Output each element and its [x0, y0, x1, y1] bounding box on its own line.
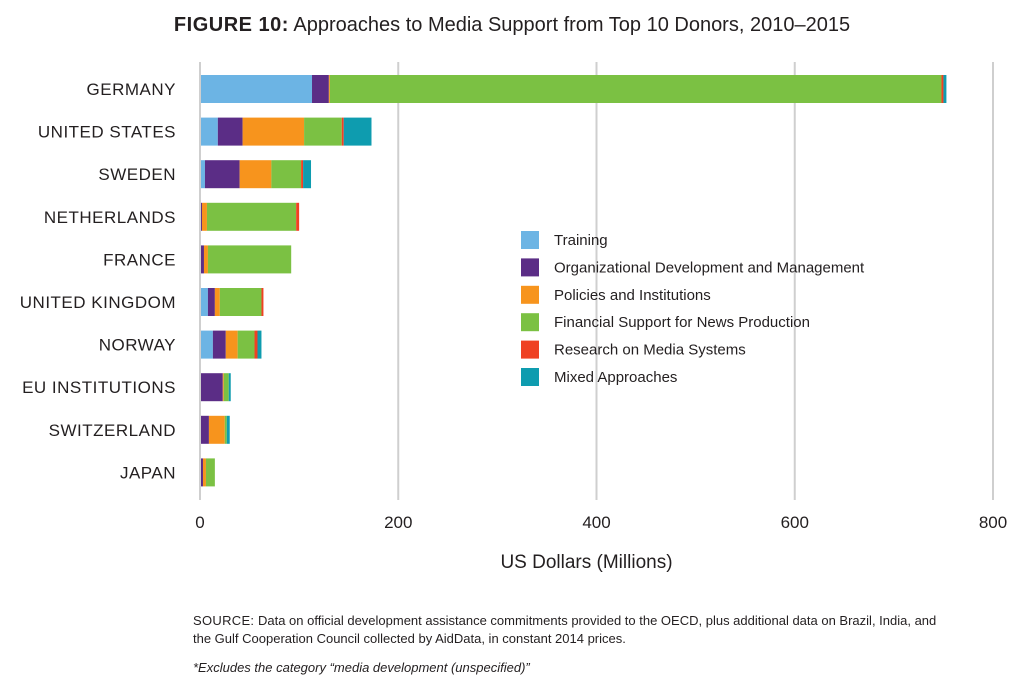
bar-norway-training	[200, 330, 213, 359]
bar-netherlands-financial-support-for-news-production	[206, 202, 297, 231]
y-category-label-norway: NORWAY	[99, 336, 176, 355]
bar-united-kingdom-financial-support-for-news-production	[219, 288, 262, 316]
y-category-label-switzerland: SWITZERLAND	[49, 421, 176, 440]
bar-norway-mixed-approaches	[257, 330, 262, 359]
bar-germany-mixed-approaches	[943, 75, 947, 103]
y-category-label-netherlands: NETHERLANDS	[44, 208, 176, 227]
bar-eu-institutions-mixed-approaches	[228, 373, 231, 402]
source-note: SOURCE: Data on official development ass…	[193, 612, 953, 648]
source-text: Data on official development assistance …	[193, 613, 937, 646]
bar-eu-institutions-policies-and-institutions	[222, 373, 224, 402]
bar-netherlands-research-on-media-systems	[296, 202, 300, 231]
y-category-label-united-kingdom: UNITED KINGDOM	[20, 293, 176, 312]
x-tick-label-600: 600	[781, 513, 809, 532]
x-tick-label-0: 0	[195, 513, 204, 532]
bar-france-organizational-development-and-management	[200, 245, 204, 274]
legend-swatch-research-on-media-systems	[521, 340, 539, 359]
legend-swatch-mixed-approaches	[521, 368, 539, 386]
chart-title: FIGURE 10: Approaches to Media Support f…	[0, 14, 1024, 37]
y-category-label-france: FRANCE	[103, 250, 176, 269]
bar-sweden-organizational-development-and-management	[204, 160, 240, 189]
bar-switzerland-financial-support-for-news-production	[224, 415, 227, 444]
y-category-label-germany: GERMANY	[87, 80, 176, 99]
bar-united-states-training	[200, 117, 218, 146]
legend-label-mixed-approaches: Mixed Approaches	[554, 369, 677, 386]
bar-norway-financial-support-for-news-production	[237, 330, 255, 359]
bar-switzerland-mixed-approaches	[226, 415, 230, 444]
bar-netherlands-policies-and-institutions	[201, 202, 207, 231]
bar-eu-institutions-financial-support-for-news-production	[223, 373, 229, 402]
bar-netherlands-organizational-development-and-management	[200, 202, 202, 231]
legend-label-training: Training	[554, 232, 608, 249]
y-category-label-japan: JAPAN	[120, 463, 176, 482]
bar-sweden-policies-and-institutions	[239, 160, 272, 189]
bar-united-states-research-on-media-systems	[341, 117, 344, 146]
legend-label-research-on-media-systems: Research on Media Systems	[554, 342, 746, 359]
x-tick-label-800: 800	[979, 513, 1007, 532]
bar-germany-research-on-media-systems	[941, 75, 944, 103]
legend-swatch-policies-and-institutions	[521, 285, 539, 304]
legend-label-policies-and-institutions: Policies and Institutions	[554, 287, 711, 304]
y-category-label-eu-institutions: EU INSTITUTIONS	[22, 378, 176, 397]
bar-germany-organizational-development-and-management	[312, 75, 329, 103]
y-category-label-united-states: UNITED STATES	[38, 123, 176, 142]
bar-japan-organizational-development-and-management	[200, 458, 203, 487]
bar-france-financial-support-for-news-production	[207, 245, 292, 274]
bar-united-kingdom-organizational-development-and-management	[207, 288, 215, 316]
legend-label-financial-support-for-news-production: Financial Support for News Production	[554, 314, 810, 331]
figure-title-text: Approaches to Media Support from Top 10 …	[293, 14, 851, 36]
bar-switzerland-organizational-development-and-management	[200, 415, 209, 444]
legend-swatch-organizational-development-and-management	[521, 258, 539, 277]
bar-germany-training	[200, 75, 313, 103]
x-tick-label-400: 400	[582, 513, 610, 532]
bar-united-kingdom-training	[200, 288, 208, 316]
bar-germany-financial-support-for-news-production	[329, 75, 942, 103]
x-axis-title: US Dollars (Millions)	[500, 552, 672, 573]
bar-sweden-research-on-media-systems	[301, 160, 304, 189]
figure-number: FIGURE 10:	[173, 14, 289, 36]
bar-sweden-training	[200, 160, 205, 189]
bar-united-states-policies-and-institutions	[242, 117, 305, 146]
bar-norway-organizational-development-and-management	[212, 330, 226, 359]
bar-sweden-financial-support-for-news-production	[271, 160, 302, 189]
bar-japan-financial-support-for-news-production	[205, 458, 215, 487]
bar-switzerland-policies-and-institutions	[208, 415, 225, 444]
bar-eu-institutions-organizational-development-and-management	[200, 373, 223, 402]
bar-united-kingdom-policies-and-institutions	[214, 288, 220, 316]
bar-sweden-mixed-approaches	[303, 160, 312, 189]
bar-germany-policies-and-institutions	[328, 75, 330, 103]
bar-united-states-mixed-approaches	[343, 117, 372, 146]
bar-norway-policies-and-institutions	[225, 330, 238, 359]
bar-norway-research-on-media-systems	[254, 330, 258, 359]
bar-united-kingdom-research-on-media-systems	[261, 288, 264, 316]
legend-swatch-training	[521, 231, 539, 249]
legend-swatch-financial-support-for-news-production	[521, 313, 539, 332]
footnote: *Excludes the category “media developmen…	[193, 660, 530, 675]
bar-united-states-organizational-development-and-management	[217, 117, 243, 146]
source-label: SOURCE:	[193, 613, 255, 628]
bar-japan-policies-and-institutions	[202, 458, 206, 487]
y-category-label-sweden: SWEDEN	[98, 165, 176, 184]
legend-label-organizational-development-and-management: Organizational Development and Managemen…	[554, 259, 865, 276]
bar-france-policies-and-institutions	[203, 245, 208, 274]
x-tick-label-200: 200	[384, 513, 412, 532]
bar-united-states-financial-support-for-news-production	[304, 117, 342, 146]
